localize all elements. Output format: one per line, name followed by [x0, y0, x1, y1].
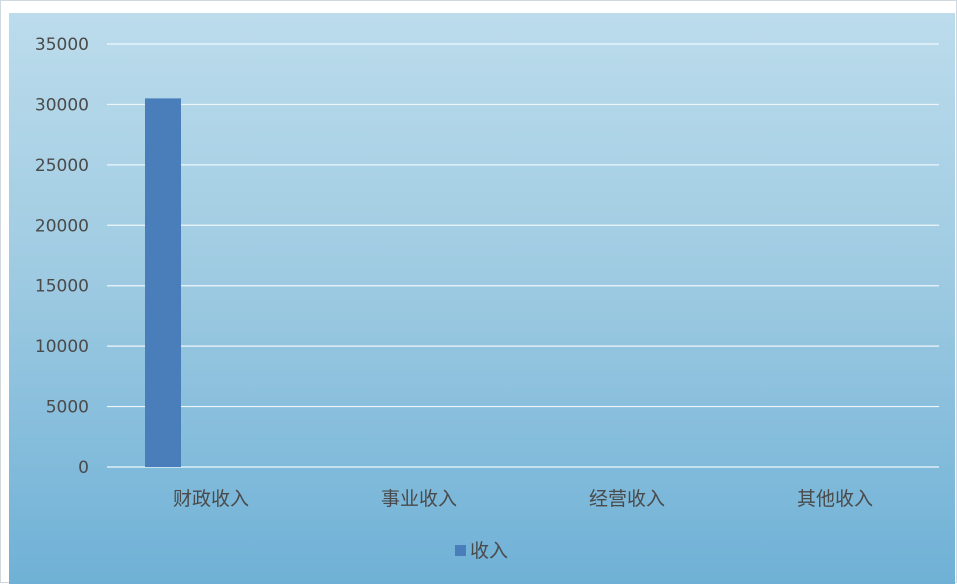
y-tick-label: 15000	[35, 277, 89, 297]
y-tick-label: 5000	[46, 398, 89, 418]
y-tick-label: 35000	[35, 35, 89, 55]
bar	[145, 98, 181, 467]
y-tick-label: 20000	[35, 216, 89, 236]
y-tick-label: 0	[78, 458, 89, 478]
category-label: 财政收入	[173, 488, 249, 510]
y-tick-label: 10000	[35, 337, 89, 357]
legend-label: 收入	[470, 540, 508, 562]
y-tick-label: 30000	[35, 95, 89, 115]
y-tick-label: 25000	[35, 156, 89, 176]
category-label: 事业收入	[381, 488, 457, 510]
category-label: 经营收入	[589, 488, 665, 510]
legend-swatch	[455, 545, 466, 556]
category-label: 其他收入	[797, 488, 873, 510]
